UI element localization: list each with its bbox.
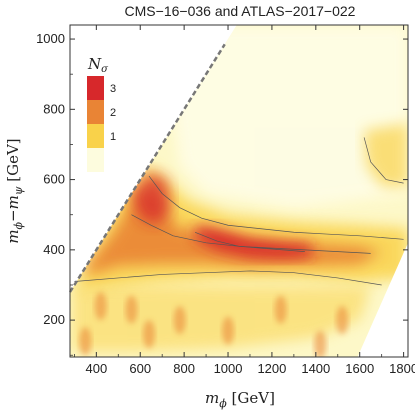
heat-speckle-4 (222, 316, 235, 345)
contour-contour-1-upper (148, 175, 404, 240)
colorbar-swatch (87, 100, 104, 124)
heat-level-1-topright (364, 123, 408, 187)
colorbar-legend: Nσ 3 2 1 (87, 55, 116, 172)
heat-pale-top (162, 25, 408, 208)
contour-lines (74, 137, 404, 286)
y-tick-label: 800 (43, 101, 65, 116)
y-tick-label: 400 (43, 242, 65, 257)
x-axis-title: mϕ [GeV] (205, 389, 275, 410)
heat-level-3-core-band (195, 225, 312, 259)
colorbar-title: Nσ (87, 55, 109, 75)
colorbar-label: 1 (110, 131, 116, 143)
contour-contour-3-band (194, 231, 305, 252)
kinematic-boundary-line (68, 43, 226, 293)
x-tick-label: 800 (173, 361, 195, 376)
x-tick-label: 1000 (214, 361, 243, 376)
x-tick-label: 1400 (301, 361, 330, 376)
heat-speckle-5 (274, 295, 287, 324)
y-tick-label: 600 (43, 172, 65, 187)
heat-speckle-1 (125, 295, 138, 324)
x-tick-label: 400 (85, 361, 107, 376)
x-tick-label: 1200 (257, 361, 286, 376)
contour-contour-1-topright (363, 137, 404, 184)
chart-title: CMS−16−036 and ATLAS−2017−022 (125, 3, 356, 19)
heat-speckle-0 (94, 292, 107, 321)
y-axis-ticks: 200 400 600 800 1000 (36, 31, 408, 356)
y-tick-label: 1000 (36, 31, 65, 46)
y-tick-label: 200 (43, 312, 65, 327)
x-tick-label: 1600 (345, 361, 374, 376)
heat-speckle-6 (314, 330, 327, 357)
contour-contour-1-lower (74, 270, 382, 286)
x-tick-label: 600 (129, 361, 151, 376)
heat-speckle-3 (173, 306, 186, 335)
x-tick-label: 1800 (389, 361, 415, 376)
colorbar-swatch (87, 124, 104, 148)
colorbar-swatch (87, 76, 104, 100)
x-axis-ticks: 400 600 800 1000 1200 1400 1600 1800 (73, 25, 415, 376)
plot-frame (69, 24, 409, 358)
heat-speckle-8 (79, 327, 92, 356)
heat-level-3-core-left (131, 172, 171, 226)
colorbar-label: 2 (110, 107, 116, 119)
heat-speckle-2 (143, 320, 156, 349)
heatmap-surface (70, 25, 408, 357)
colorbar-label: 3 (110, 83, 116, 95)
colorbar-swatch (87, 148, 104, 172)
y-axis-title: mϕ−mψ [GeV] (4, 138, 25, 243)
heat-speckle-7 (336, 306, 349, 335)
